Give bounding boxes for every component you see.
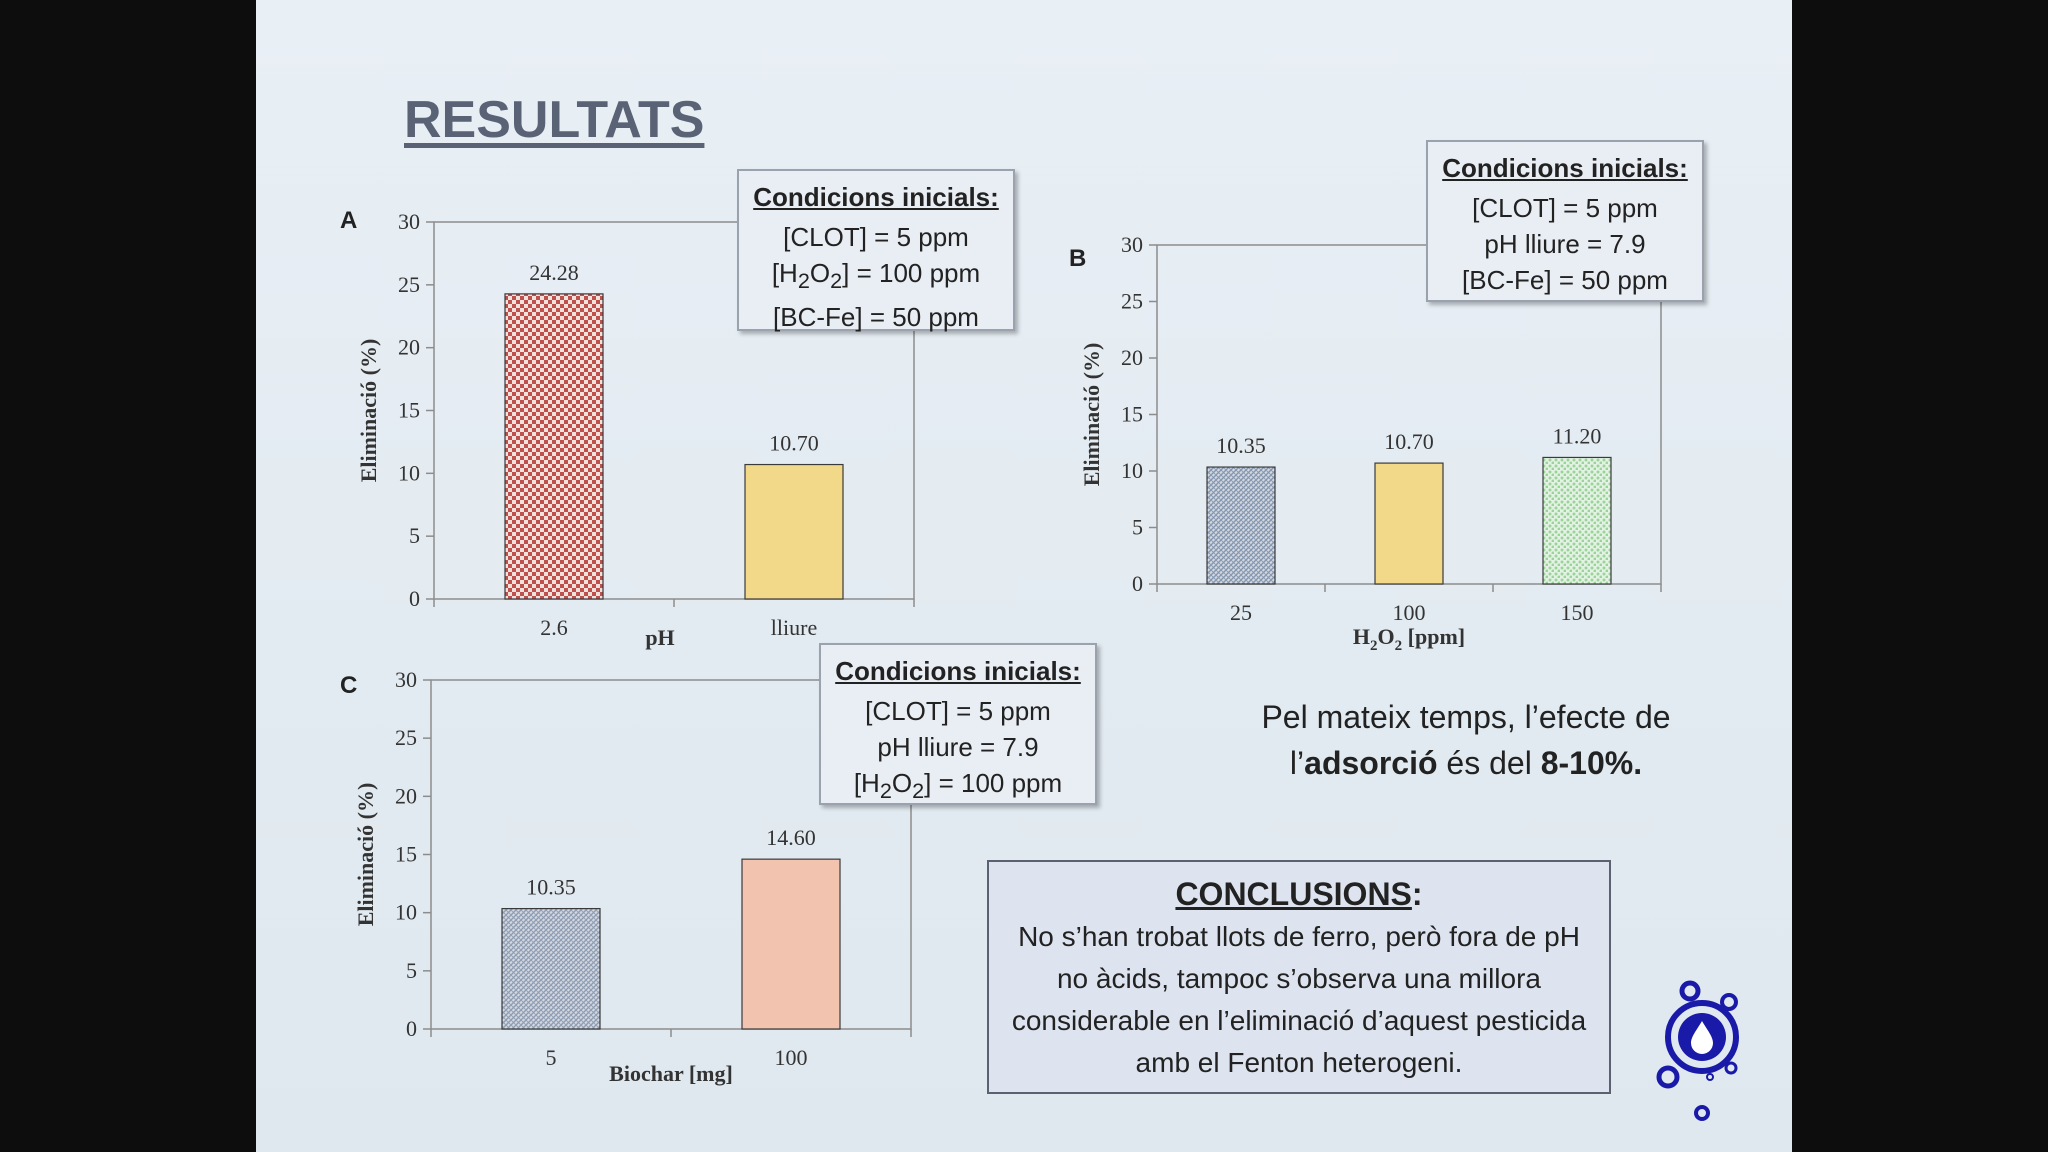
y-tick-label: 10	[1121, 458, 1143, 483]
chart-a: 0 5 10 15 20 25 30 Eliminació (%) 24.28 2.6 10.70 l…	[356, 209, 915, 650]
condition-h2o2: [H2O2] = 100 ppm	[771, 258, 981, 294]
bar	[1206, 466, 1276, 585]
x-axis-label: pH	[645, 625, 674, 650]
conditions-title: Condicions inicials:	[1442, 153, 1688, 183]
condition-h2o2: [H2O2] = 100 ppm	[853, 768, 1063, 804]
y-tick-label: 10	[398, 460, 420, 485]
condition-clot: [CLOT] = 5 ppm	[783, 222, 969, 252]
statement-prefix: l’	[1289, 745, 1305, 781]
panel-label-b: B	[1069, 245, 1087, 272]
condition-clot: [CLOT] = 5 ppm	[865, 696, 1051, 726]
slide: RESULTATS A B C 0 5 10 15 20 25 30 Eliminació (…	[256, 0, 1792, 1152]
bar	[741, 858, 841, 1030]
bar-value-label: 24.28	[529, 260, 579, 285]
y-tick-label: 0	[1132, 571, 1143, 596]
panel-label-c: C	[340, 672, 358, 699]
conditions-box-c: Condicions inicials: [CLOT] = 5 ppm pH l…	[819, 643, 1097, 805]
conditions-box-a: Condicions inicials: [CLOT] = 5 ppm [H2O…	[737, 169, 1015, 332]
y-tick-label: 20	[395, 783, 417, 808]
x-tick-label: 2.6	[540, 615, 568, 640]
conclusions-text: No s’han trobat llots de ferro, però for…	[1011, 921, 1587, 1078]
y-tick-label: 30	[398, 209, 420, 234]
statement-line-1: Pel mateix temps, l’efecte de	[1261, 699, 1671, 735]
condition-ph: pH lliure = 7.9	[1484, 229, 1646, 259]
y-tick-label: 25	[395, 725, 417, 750]
y-tick-label: 30	[1121, 232, 1143, 257]
bar-value-label: 14.60	[766, 825, 816, 850]
bar-value-label: 10.35	[1216, 433, 1266, 458]
y-tick-label: 20	[398, 335, 420, 360]
bar	[501, 907, 601, 1030]
y-tick-label: 30	[395, 667, 417, 692]
conditions-title: Condicions inicials:	[753, 182, 999, 212]
x-tick-label: 100	[1393, 600, 1426, 625]
x-axis-label: Biochar [mg]	[609, 1061, 733, 1086]
x-tick-label: 150	[1561, 600, 1594, 625]
y-tick-label: 25	[1121, 289, 1143, 314]
statement-percentage: 8-10%.	[1540, 745, 1643, 781]
conclusions-title: CONCLUSIONS:	[989, 874, 1609, 914]
conclusions-title-text: CONCLUSIONS	[1175, 876, 1412, 912]
bar-value-label: 10.70	[769, 431, 819, 456]
x-tick-label: 25	[1230, 600, 1252, 625]
x-axis-label: H2O2 [ppm]	[1353, 624, 1465, 654]
bar	[1542, 456, 1612, 585]
y-tick-label: 10	[395, 900, 417, 925]
condition-bcfe: [BC-Fe] = 50 ppm	[1462, 265, 1668, 295]
y-tick-label: 5	[409, 523, 420, 548]
y-tick-label: 5	[1132, 515, 1143, 540]
bar	[744, 463, 844, 600]
y-axis-label: Eliminació (%)	[353, 783, 378, 927]
y-tick-label: 20	[1121, 345, 1143, 370]
bar-value-label: 10.35	[526, 875, 576, 900]
bar	[504, 293, 604, 600]
condition-clot: [CLOT] = 5 ppm	[1472, 193, 1658, 223]
statement-line-2: l’adsorció és del 8-10%.	[1136, 740, 1792, 786]
y-tick-label: 15	[398, 398, 420, 423]
conditions-box-b: Condicions inicials: [CLOT] = 5 ppm pH l…	[1426, 140, 1704, 302]
conclusions-colon: :	[1411, 876, 1423, 912]
chart-c: 0 5 10 15 20 25 30 Eliminació (%) 10.35 5 14.60 100…	[353, 667, 912, 1086]
statement-mid: és del	[1437, 745, 1541, 781]
condition-ph: pH lliure = 7.9	[877, 732, 1039, 762]
conditions-title: Condicions inicials:	[835, 656, 1081, 686]
condition-bcfe: [BC-Fe] = 50 ppm	[773, 302, 979, 333]
bar	[1374, 462, 1444, 585]
chart-b: 0 5 10 15 20 25 30 Eliminació (%) 10.35 25 10.70 10…	[1079, 232, 1662, 654]
y-tick-label: 5	[406, 958, 417, 983]
adsorption-statement: Pel mateix temps, l’efecte de l’adsorció…	[1136, 694, 1792, 786]
bar-value-label: 10.70	[1384, 429, 1434, 454]
x-tick-label: 5	[546, 1045, 557, 1070]
statement-adsorcio: adsorció	[1304, 745, 1438, 781]
y-tick-label: 0	[406, 1016, 417, 1041]
x-tick-label: 100	[775, 1045, 808, 1070]
water-drop-logo-icon	[1656, 980, 1739, 1121]
y-tick-label: 0	[409, 586, 420, 611]
panel-label-a: A	[340, 207, 358, 234]
y-axis-label: Eliminació (%)	[1079, 343, 1104, 487]
x-tick-label: lliure	[771, 615, 817, 640]
y-tick-label: 15	[1121, 402, 1143, 427]
y-tick-label: 25	[398, 272, 420, 297]
y-tick-label: 15	[395, 842, 417, 867]
bar-value-label: 11.20	[1553, 423, 1602, 448]
slide-title: RESULTATS	[404, 91, 705, 149]
conclusions-box: CONCLUSIONS: No s’han trobat llots de fe…	[987, 860, 1611, 1094]
y-axis-label: Eliminació (%)	[356, 339, 381, 483]
